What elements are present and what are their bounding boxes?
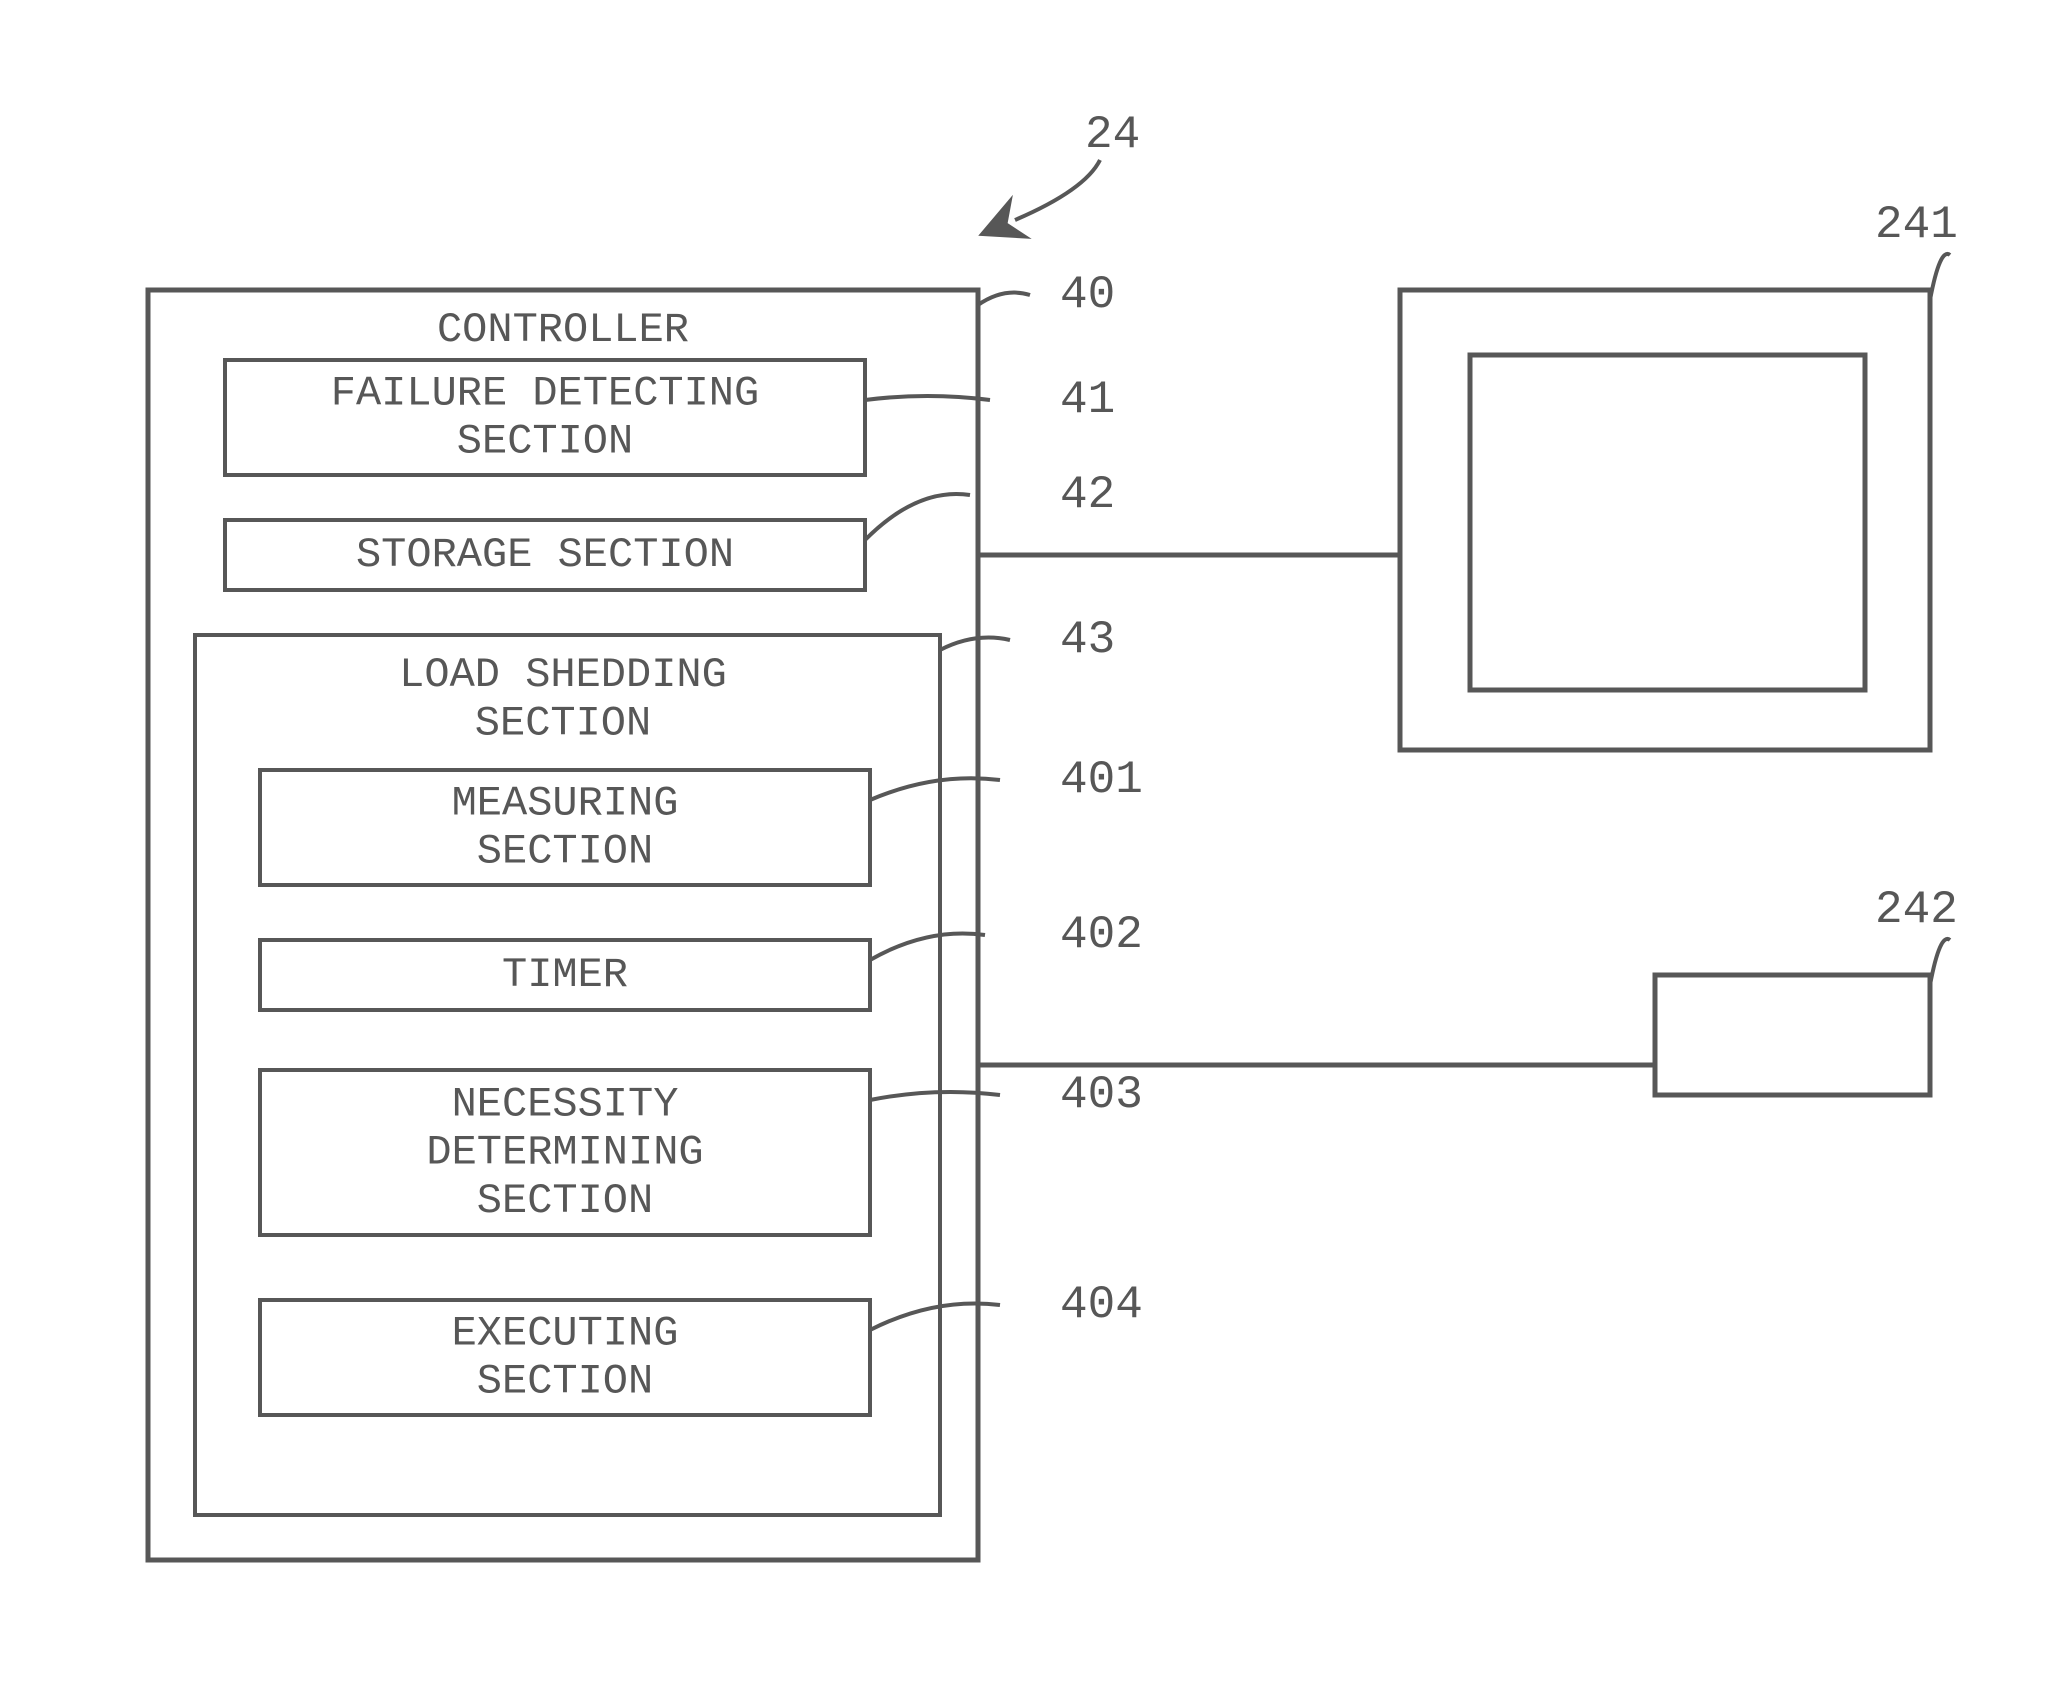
section-403-label: NECESSITY [452, 1080, 679, 1128]
ext-241-inner [1470, 355, 1865, 690]
ext-241 [1400, 290, 1930, 750]
ref-242: 242 [1875, 884, 1958, 936]
section-42-label: STORAGE SECTION [356, 531, 734, 579]
section-403-label: DETERMINING [426, 1129, 703, 1177]
section-41-label: SECTION [457, 418, 633, 466]
controller-title: CONTROLLER [437, 306, 689, 354]
ext-242 [1655, 975, 1930, 1095]
ref-40: 40 [1060, 269, 1115, 321]
leader-42 [865, 494, 970, 540]
section-41-label: FAILURE DETECTING [331, 369, 759, 417]
section-402-label: TIMER [502, 951, 628, 999]
load-shedding-title: SECTION [475, 699, 651, 747]
ref-401: 401 [1060, 754, 1143, 806]
leader-40 [978, 293, 1030, 305]
leader-242 [1930, 939, 1950, 985]
load-shedding-title: LOAD SHEDDING [399, 651, 727, 699]
leader-402 [870, 933, 985, 960]
ref-402: 402 [1060, 909, 1143, 961]
section-401-label: SECTION [477, 828, 653, 876]
leader-241 [1930, 254, 1950, 300]
ref-24-arrow [1015, 160, 1100, 220]
ref-43: 43 [1060, 614, 1115, 666]
ref-24: 24 [1085, 109, 1140, 161]
leader-41 [865, 396, 990, 400]
ref-404: 404 [1060, 1279, 1143, 1331]
section-401-label: MEASURING [452, 779, 679, 827]
ref-42: 42 [1060, 469, 1115, 521]
section-404-label: EXECUTING [452, 1309, 679, 1357]
section-403-label: SECTION [477, 1177, 653, 1225]
ref-41: 41 [1060, 374, 1115, 426]
section-404-label: SECTION [477, 1358, 653, 1406]
ref-403: 403 [1060, 1069, 1143, 1121]
ref-241: 241 [1875, 199, 1958, 251]
leader-43 [940, 638, 1010, 650]
